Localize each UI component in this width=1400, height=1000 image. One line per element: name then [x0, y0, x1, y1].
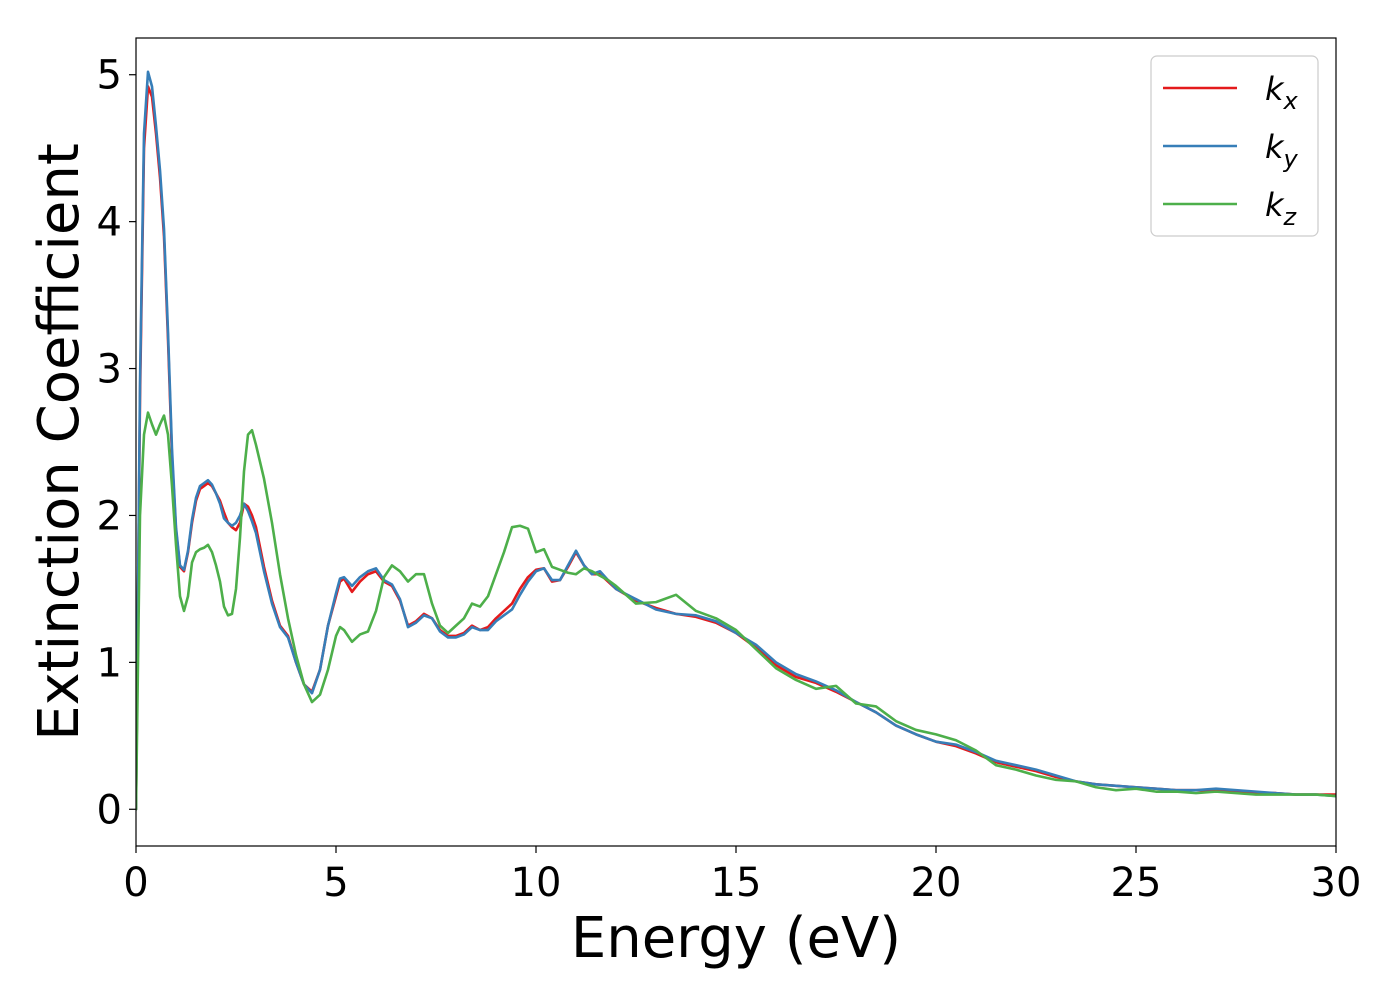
- series-line-ky: [136, 70, 1336, 811]
- y-tick-label: 3: [97, 347, 122, 393]
- series-layer: [136, 70, 1336, 811]
- y-tick-label: 2: [97, 493, 122, 539]
- legend-label-kx: kx: [1265, 70, 1299, 115]
- series-line-kx: [136, 85, 1336, 811]
- x-tick-label: 25: [1111, 860, 1162, 906]
- y-tick-label: 5: [97, 53, 122, 99]
- y-tick-label: 4: [97, 200, 122, 246]
- x-axis-title: Energy (eV): [571, 906, 901, 971]
- x-tick-label: 30: [1311, 860, 1362, 906]
- y-axis-title: Extinction Coefficient: [27, 143, 92, 741]
- x-tick-label: 0: [123, 860, 148, 906]
- series-line-kz: [136, 411, 1336, 811]
- legend: kx ky kz: [1150, 55, 1319, 237]
- legend-label-ky: ky: [1265, 128, 1299, 173]
- x-tick-label: 15: [711, 860, 762, 906]
- x-tick-label: 5: [323, 860, 348, 906]
- y-tick-label: 0: [97, 787, 122, 833]
- ticks-layer: 0 5 10 15 20 25 30 0 1 2 3 4 5: [97, 53, 1362, 906]
- x-tick-label: 10: [511, 860, 562, 906]
- x-tick-label: 20: [911, 860, 962, 906]
- y-tick-label: 1: [97, 640, 122, 686]
- legend-label-kz: kz: [1265, 186, 1298, 231]
